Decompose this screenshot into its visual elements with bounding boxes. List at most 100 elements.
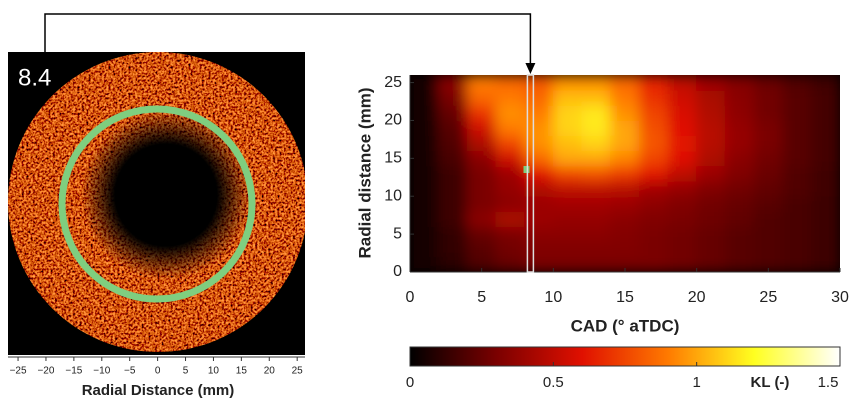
- y-tick-label: 5: [393, 225, 402, 242]
- heatmap-cell: [638, 150, 669, 167]
- x-tick-label: 5: [477, 289, 486, 306]
- heatmap-cell: [438, 256, 468, 272]
- heatmap-cell: [552, 241, 583, 258]
- heatmap-cell: [724, 226, 755, 243]
- heatmap-cell: [810, 210, 840, 228]
- heatmap-cell: [753, 135, 784, 152]
- heatmap-cell: [581, 135, 612, 152]
- heatmap-cell: [466, 75, 497, 91]
- heatmap-cell: [810, 119, 840, 137]
- heatmap-cell: [524, 195, 554, 212]
- heatmap-cell: [466, 89, 497, 106]
- heatmap-cell: [466, 104, 497, 121]
- heatmap-cell: [724, 210, 755, 228]
- heatmap-cell: [610, 89, 640, 106]
- heatmap-cell: [610, 195, 640, 212]
- heatmap-cell: [524, 180, 554, 197]
- heatmap-cell: [638, 75, 669, 91]
- heatmap-cell: [724, 180, 755, 197]
- colorbar-tick-label: 1: [692, 374, 700, 391]
- heatmap-cell: [610, 135, 640, 152]
- x-tick-label: −25: [10, 366, 27, 377]
- heatmap-cell: [753, 75, 784, 91]
- heatmap-cell: [524, 210, 554, 228]
- colorbar-tick-label: 0.5: [543, 374, 564, 391]
- heatmap-cell: [724, 75, 755, 91]
- heatmap-cell: [410, 195, 440, 212]
- heatmap-cell: [438, 104, 468, 121]
- heatmap-cell: [724, 165, 755, 182]
- heatmap-cell: [782, 210, 812, 228]
- x-tick-label: 25: [759, 289, 777, 306]
- heatmap-cell: [667, 210, 698, 228]
- heatmap-cell: [524, 256, 554, 272]
- x-tick-label: −15: [65, 366, 82, 377]
- heatmap-cell: [610, 150, 640, 167]
- heatmap-cell: [638, 241, 669, 258]
- heatmap-cell: [552, 119, 583, 137]
- x-tick-label: 0: [406, 289, 415, 306]
- heatmap-cell: [524, 150, 554, 167]
- heatmap-cell: [466, 135, 497, 152]
- heatmap-cell: [610, 210, 640, 228]
- heatmap-cell: [696, 180, 726, 197]
- heatmap-cell: [638, 135, 669, 152]
- heatmap-cell: [610, 226, 640, 243]
- heatmap-cell: [466, 241, 497, 258]
- heatmap-cell: [495, 256, 526, 272]
- x-axis-title: Radial Distance (mm): [82, 382, 235, 399]
- x-tick-label: 20: [688, 289, 706, 306]
- heatmap-cell: [696, 135, 726, 152]
- heatmap-cell: [638, 180, 669, 197]
- heatmap-cell: [552, 150, 583, 167]
- heatmap-cell: [581, 119, 612, 137]
- heatmap-cell: [495, 104, 526, 121]
- frame-link: [44, 13, 532, 66]
- heatmap-cell: [410, 210, 440, 228]
- heatmap-cell: [552, 180, 583, 197]
- heatmap-cell: [495, 195, 526, 212]
- heatmap-cell: [466, 165, 497, 182]
- heatmap-cell: [782, 256, 812, 272]
- heatmap-cell: [638, 226, 669, 243]
- flame-image: [8, 52, 305, 352]
- frame-link-arrow: [525, 63, 536, 74]
- frame-label: 8.4: [18, 64, 51, 91]
- heatmap-cell: [724, 150, 755, 167]
- heatmap-cell: [410, 241, 440, 258]
- heatmap-cell: [610, 165, 640, 182]
- heatmap-cell: [410, 256, 440, 272]
- heatmap-cell: [782, 75, 812, 91]
- heatmap-cell: [495, 180, 526, 197]
- heatmap-cell: [753, 165, 784, 182]
- colorbar-tick-label: 1.5: [818, 374, 839, 391]
- heatmap-cell: [581, 75, 612, 91]
- heatmap-cell: [638, 210, 669, 228]
- heatmap-cell: [524, 89, 554, 106]
- colorbar-fill: [410, 347, 840, 366]
- heatmap-cell: [696, 210, 726, 228]
- heatmap-cell: [782, 89, 812, 106]
- heatmap-cell: [782, 195, 812, 212]
- heatmap-cell: [466, 119, 497, 137]
- heatmap-cell: [782, 104, 812, 121]
- heatmap-cell: [696, 104, 726, 121]
- heatmap-cell: [782, 226, 812, 243]
- heatmap-cell: [610, 119, 640, 137]
- heatmap-cell: [410, 75, 440, 91]
- colorbar-tick-label: 0: [406, 374, 414, 391]
- heatmap-cell: [810, 75, 840, 91]
- heatmap-cell: [667, 165, 698, 182]
- heatmap-cell: [724, 256, 755, 272]
- heatmap-cell: [782, 119, 812, 137]
- heatmap-cell: [810, 104, 840, 121]
- heatmap-cell: [438, 89, 468, 106]
- heatmap-cell: [610, 75, 640, 91]
- heatmap-cell: [466, 210, 497, 228]
- heatmap-cell: [667, 75, 698, 91]
- heatmap-cell: [438, 226, 468, 243]
- heatmap-cell: [696, 226, 726, 243]
- colorbar: 0 0.5 1 1.5: [406, 347, 841, 391]
- heatmap-cell: [724, 135, 755, 152]
